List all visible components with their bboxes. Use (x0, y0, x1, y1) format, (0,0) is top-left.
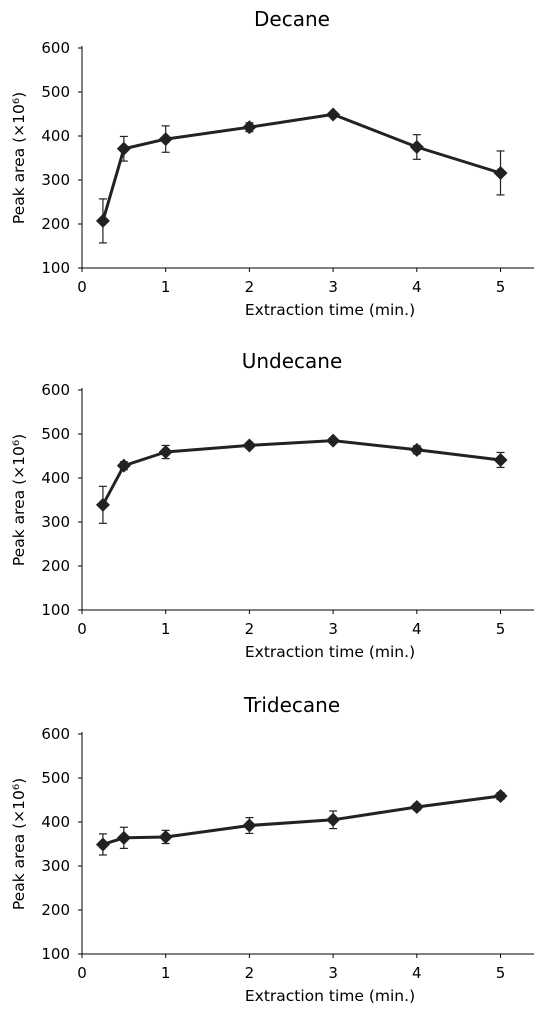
data-point-marker (242, 438, 257, 453)
chart-title: Undecane (242, 349, 343, 373)
x-tick-label: 5 (496, 964, 506, 982)
data-point-marker (116, 830, 131, 845)
x-tick-label: 0 (77, 620, 87, 638)
y-axis-label: Peak area (×10⁶) (10, 92, 28, 224)
y-tick-label: 500 (41, 769, 70, 787)
x-tick-label: 0 (77, 964, 87, 982)
x-tick-label: 1 (161, 278, 171, 296)
data-point-marker (409, 800, 424, 815)
x-tick-label: 2 (245, 964, 255, 982)
y-tick-label: 600 (41, 39, 70, 57)
data-point-marker (326, 433, 341, 448)
x-tick-label: 3 (328, 620, 338, 638)
y-tick-label: 300 (41, 857, 70, 875)
y-tick-label: 400 (41, 813, 70, 831)
data-point-marker (158, 132, 173, 147)
x-tick-label: 5 (496, 278, 506, 296)
data-series (95, 107, 508, 244)
x-tick-label: 5 (496, 620, 506, 638)
y-tick-label: 100 (41, 601, 70, 619)
y-tick-label: 600 (41, 381, 70, 399)
data-point-marker (158, 829, 173, 844)
chart-title: Tridecane (243, 693, 340, 717)
x-tick-label: 0 (77, 278, 87, 296)
data-point-marker (493, 165, 508, 180)
data-point-marker (95, 837, 110, 852)
data-point-marker (326, 107, 341, 122)
chart-title: Decane (254, 7, 330, 31)
data-point-marker (95, 213, 110, 228)
x-axis-label: Extraction time (min.) (245, 987, 415, 1005)
y-tick-label: 500 (41, 425, 70, 443)
x-tick-label: 4 (412, 278, 422, 296)
y-tick-label: 100 (41, 945, 70, 963)
data-point-marker (493, 789, 508, 804)
y-tick-label: 500 (41, 83, 70, 101)
y-tick-label: 200 (41, 557, 70, 575)
y-tick-label: 600 (41, 725, 70, 743)
data-point-marker (158, 445, 173, 460)
data-point-marker (242, 120, 257, 135)
x-tick-label: 4 (412, 964, 422, 982)
chart-panel-decane: Decane 100 200 300 400 500 600 0 1 2 3 4 5 Extraction… (10, 7, 534, 319)
data-point-marker (409, 140, 424, 154)
y-tick-label: 100 (41, 259, 70, 277)
x-axis-label: Extraction time (min.) (245, 643, 415, 661)
x-tick-label: 3 (328, 964, 338, 982)
data-point-marker (95, 497, 110, 512)
y-tick-label: 200 (41, 215, 70, 233)
y-tick-label: 400 (41, 469, 70, 487)
y-tick-label: 300 (41, 513, 70, 531)
y-tick-label: 400 (41, 127, 70, 145)
data-point-marker (326, 812, 341, 827)
x-tick-label: 1 (161, 620, 171, 638)
chart-panel-undecane: Undecane 100 200 300 400 500 600 0 1 2 3 4 5 Extracti… (10, 349, 534, 661)
x-tick-label: 4 (412, 620, 422, 638)
data-point-marker (242, 818, 257, 833)
y-axis-label: Peak area (×10⁶) (10, 778, 28, 910)
data-point-marker (409, 442, 424, 457)
x-axis-label: Extraction time (min.) (245, 301, 415, 319)
data-point-marker (116, 141, 131, 156)
x-tick-label: 2 (245, 278, 255, 296)
data-series (95, 789, 508, 856)
data-series (95, 433, 508, 524)
data-point-marker (116, 458, 131, 473)
data-point-marker (493, 452, 508, 467)
y-tick-label: 300 (41, 171, 70, 189)
y-tick-label: 200 (41, 901, 70, 919)
y-axis-label: Peak area (×10⁶) (10, 434, 28, 566)
x-tick-label: 3 (328, 278, 338, 296)
series-line (101, 112, 501, 222)
chart-panel-tridecane: Tridecane 100 200 300 400 500 600 0 1 2 3 4 5 Extract… (10, 693, 534, 1005)
x-tick-label: 1 (161, 964, 171, 982)
x-tick-label: 2 (245, 620, 255, 638)
